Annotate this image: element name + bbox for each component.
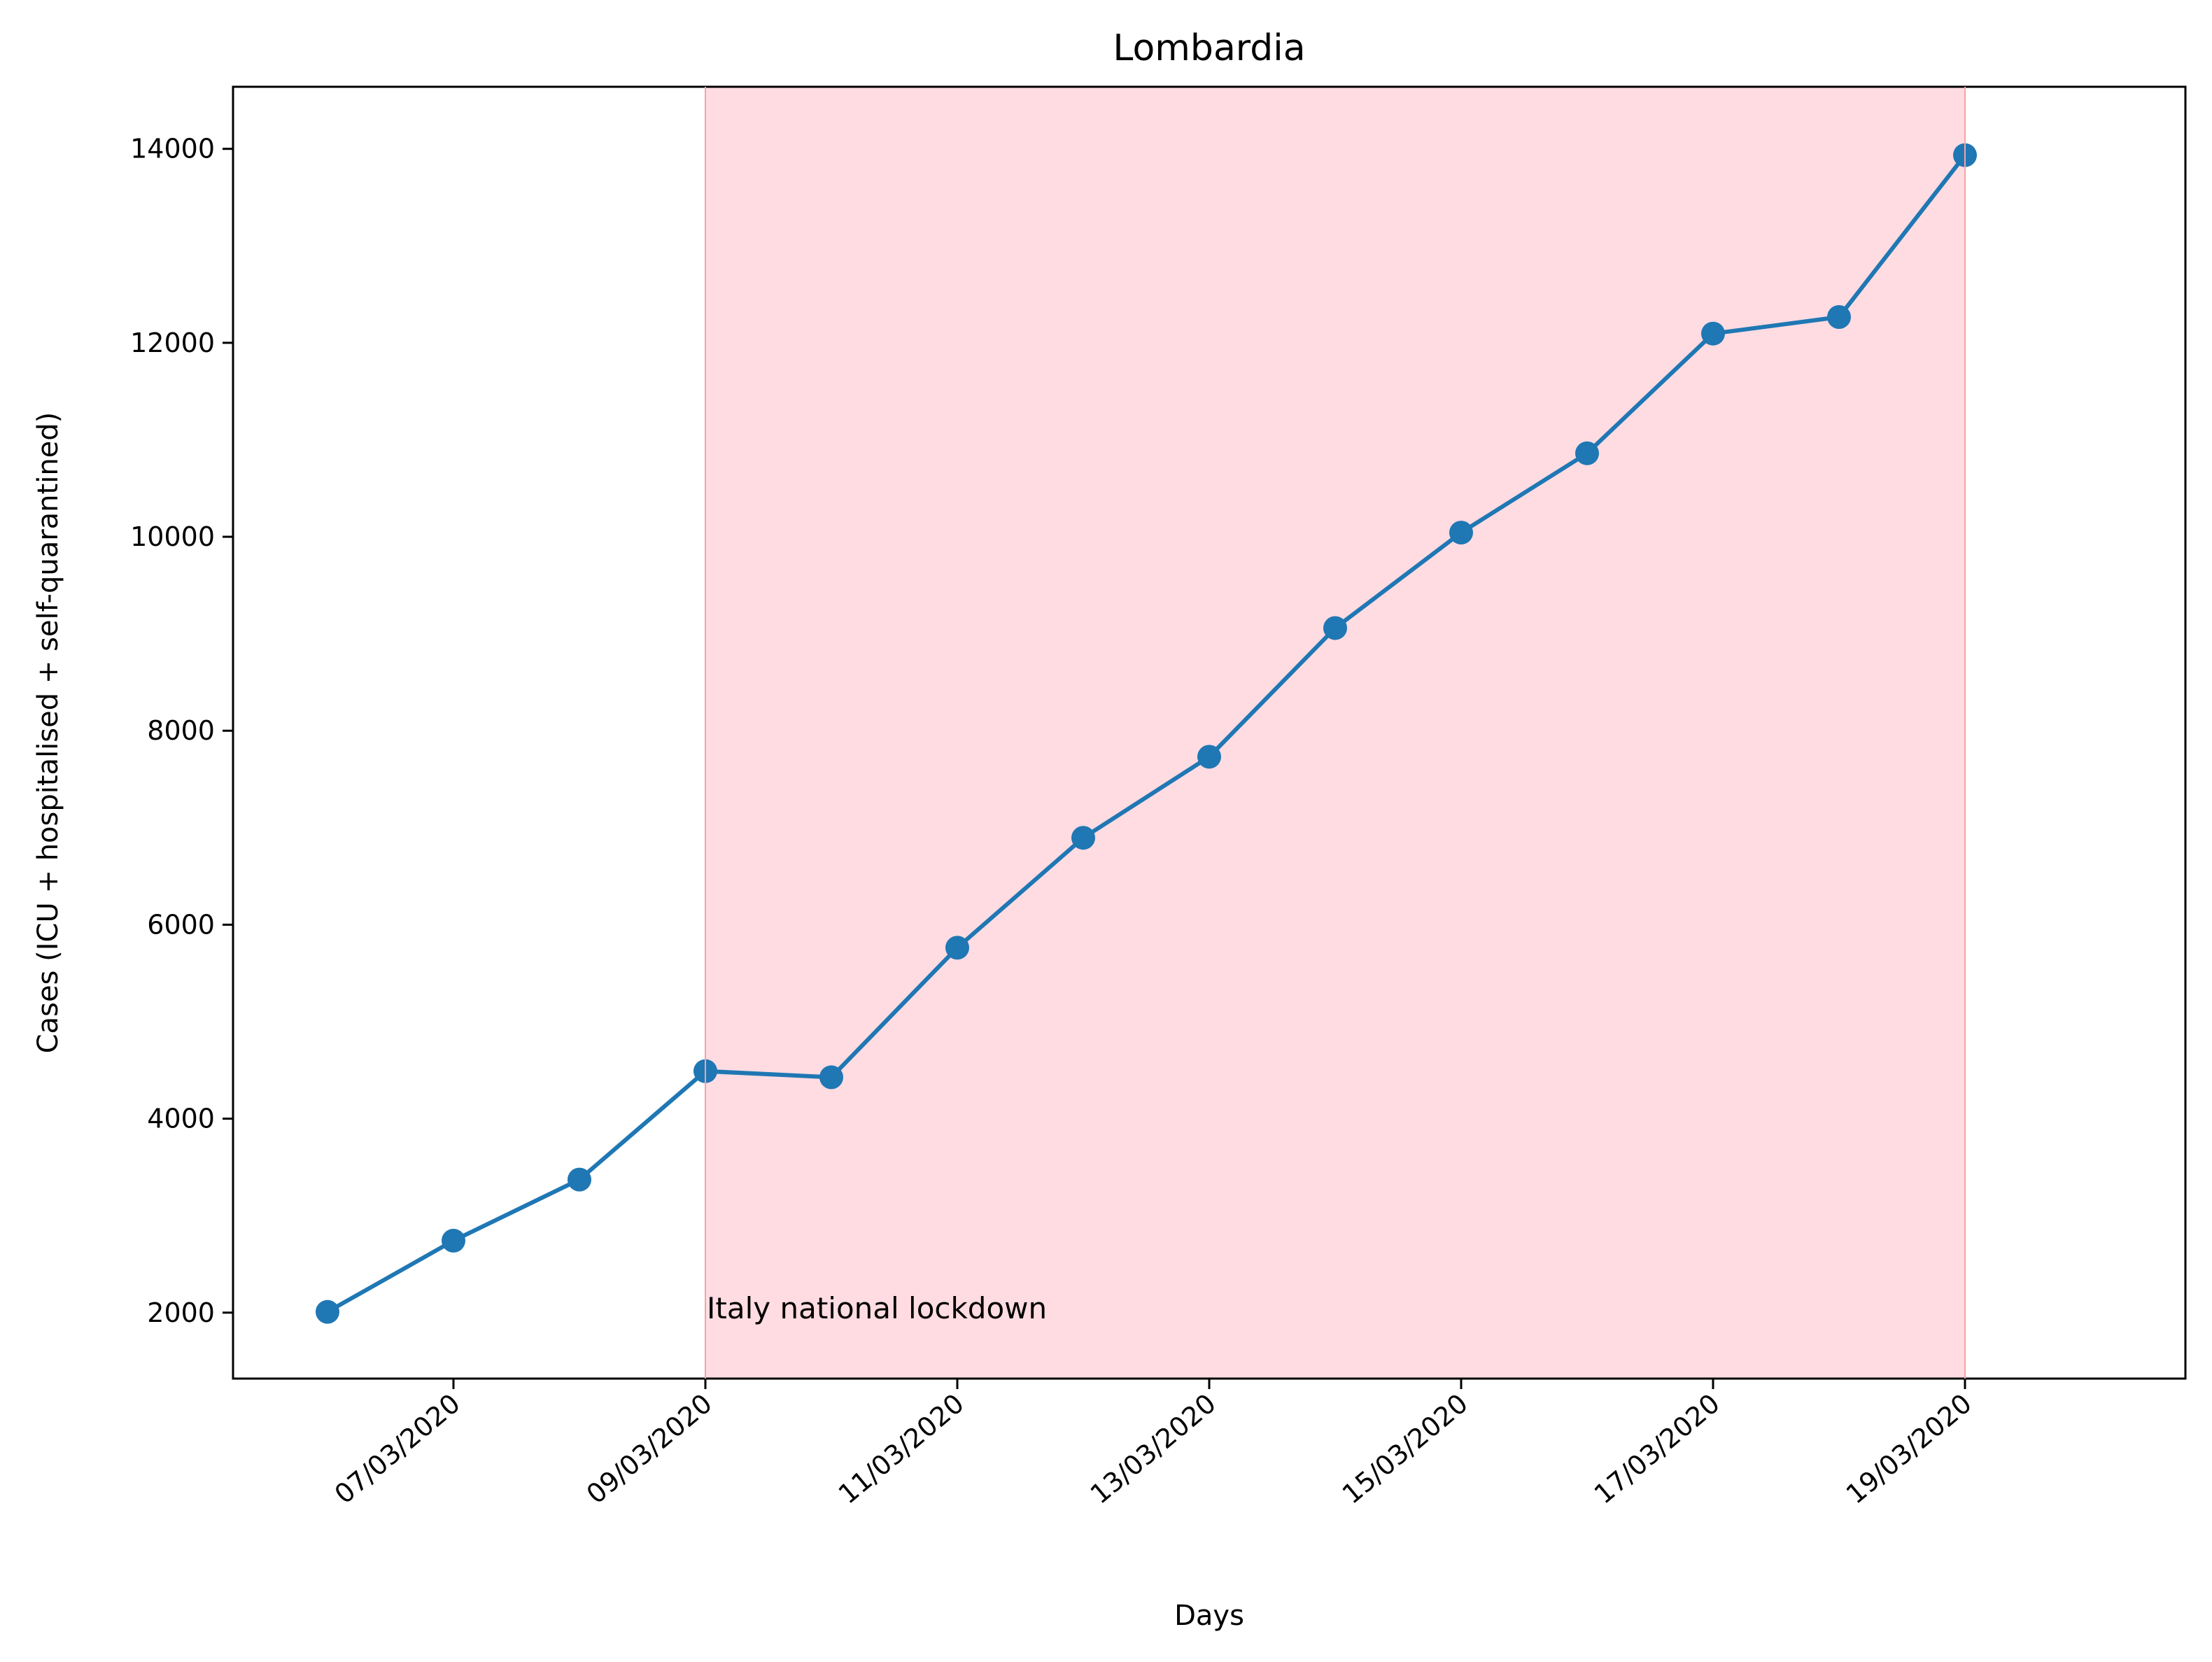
y-tick-label: 4000 <box>147 1104 215 1134</box>
data-point <box>819 1065 843 1090</box>
y-tick-label: 12000 <box>130 328 215 358</box>
series-points <box>316 143 1977 1324</box>
y-axis-ticks: 2000 4000 6000 8000 10000 12000 14000 <box>130 134 233 1328</box>
x-tick-label: 15/03/2020 <box>1337 1388 1474 1509</box>
data-point <box>945 936 969 960</box>
data-point <box>316 1300 339 1324</box>
data-point <box>568 1167 591 1192</box>
y-tick-label: 10000 <box>130 521 215 552</box>
data-point <box>1197 745 1221 769</box>
data-point <box>1701 321 1725 346</box>
series-line <box>326 153 1967 1314</box>
data-point <box>1071 826 1095 850</box>
x-tick-label: 13/03/2020 <box>1085 1388 1222 1509</box>
x-tick-label: 19/03/2020 <box>1840 1388 1978 1509</box>
lockdown-annotation: Italy national lockdown <box>707 1291 1047 1325</box>
data-point <box>1827 305 1851 330</box>
y-tick-label: 2000 <box>147 1297 215 1328</box>
x-tick-label: 07/03/2020 <box>329 1388 466 1509</box>
x-axis-label: Days <box>1174 1600 1244 1632</box>
data-point <box>1575 441 1599 465</box>
data-point <box>1323 616 1347 640</box>
lockdown-shaded-region <box>705 87 1965 1379</box>
y-tick-label: 6000 <box>147 909 215 940</box>
x-axis-ticks: 07/03/2020 09/03/2020 11/03/2020 13/03/2020… <box>329 1379 1978 1510</box>
y-tick-label: 14000 <box>130 134 215 164</box>
data-point <box>442 1228 465 1253</box>
data-point <box>1449 521 1473 545</box>
y-tick-label: 8000 <box>147 715 215 746</box>
x-tick-label: 09/03/2020 <box>581 1388 718 1509</box>
x-tick-label: 11/03/2020 <box>833 1388 970 1509</box>
plot-frame <box>232 85 2187 1380</box>
x-tick-label: 17/03/2020 <box>1588 1388 1726 1509</box>
y-axis-label: Cases (ICU + hospitalised + self-quarant… <box>32 412 64 1054</box>
chart-title: Lombardia <box>1113 27 1305 69</box>
